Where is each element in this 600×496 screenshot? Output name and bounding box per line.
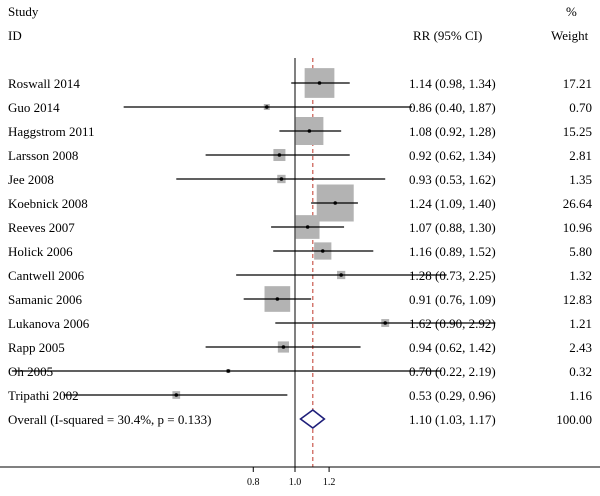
study-rows: Roswall 2014 1.14 (0.98, 1.34) 17.21 Guo 20… xyxy=(8,58,593,467)
point-estimate xyxy=(339,273,343,277)
study-id: Roswall 2014 xyxy=(8,76,80,91)
x-tick-label: 1.2 xyxy=(323,477,336,488)
rr-ci-value: 1.28 (0.73, 2.25) xyxy=(409,268,496,283)
study-row: Koebnick 2008 1.24 (1.09, 1.40) 26.64 xyxy=(8,184,593,222)
study-id: Haggstrom 2011 xyxy=(8,124,95,139)
study-row: Larsson 2008 0.92 (0.62, 1.34) 2.81 xyxy=(8,148,592,163)
x-axis-ticks: 0.8 1.0 1.2 xyxy=(247,467,335,488)
rr-ci-value: 1.16 (0.89, 1.52) xyxy=(409,244,496,259)
weight-value: 5.80 xyxy=(569,244,592,259)
header-id: ID xyxy=(8,28,22,43)
header-study: Study xyxy=(8,4,39,19)
rr-ci-value: 1.24 (1.09, 1.40) xyxy=(409,196,496,211)
point-estimate xyxy=(275,297,280,301)
header-weight-pct: % xyxy=(566,4,577,19)
rr-ci-value: 0.86 (0.40, 1.87) xyxy=(409,100,496,115)
rr-ci-value: 0.93 (0.53, 1.62) xyxy=(409,172,496,187)
study-row: Jee 2008 0.93 (0.53, 1.62) 1.35 xyxy=(8,172,592,187)
study-id: Lukanova 2006 xyxy=(8,316,90,331)
study-row: Holick 2006 1.16 (0.89, 1.52) 5.80 xyxy=(8,242,592,260)
study-row: Cantwell 2006 1.28 (0.73, 2.25) 1.32 xyxy=(8,268,592,283)
study-id: Tripathi 2002 xyxy=(8,388,79,403)
rr-ci-value: 1.08 (0.92, 1.28) xyxy=(409,124,496,139)
point-estimate xyxy=(333,201,338,205)
study-row: Lukanova 2006 1.62 (0.90, 2.92) 1.21 xyxy=(8,316,592,331)
point-estimate xyxy=(320,249,325,253)
study-id: Samanic 2006 xyxy=(8,292,83,307)
point-estimate xyxy=(281,345,286,349)
point-estimate xyxy=(317,81,322,85)
rr-ci-value: 0.92 (0.62, 1.34) xyxy=(409,148,496,163)
weight-value: 1.21 xyxy=(569,316,592,331)
study-id: Koebnick 2008 xyxy=(8,196,88,211)
study-row: Rapp 2005 0.94 (0.62, 1.42) 2.43 xyxy=(8,340,592,355)
weight-value: 2.43 xyxy=(569,340,592,355)
x-tick-label: 0.8 xyxy=(247,477,260,488)
header-rr-ci: RR (95% CI) xyxy=(413,28,482,43)
weight-value: 17.21 xyxy=(563,76,592,91)
rr-ci-value: 0.53 (0.29, 0.96) xyxy=(409,388,496,403)
point-estimate xyxy=(174,393,179,397)
point-estimate xyxy=(264,105,269,109)
study-row: Samanic 2006 0.91 (0.76, 1.09) 12.83 xyxy=(8,286,592,312)
overall-rr-ci: 1.10 (1.03, 1.17) xyxy=(409,412,496,427)
overall-row: Overall (I-squared = 30.4%, p = 0.133) 1.… xyxy=(8,408,592,430)
weight-value: 1.16 xyxy=(569,388,592,403)
weight-value: 1.35 xyxy=(569,172,592,187)
study-id: Larsson 2008 xyxy=(8,148,78,163)
study-id: Cantwell 2006 xyxy=(8,268,85,283)
rr-ci-value: 1.62 (0.90, 2.92) xyxy=(409,316,496,331)
weight-value: 26.64 xyxy=(563,196,593,211)
overall-diamond xyxy=(299,408,326,430)
overall-label: Overall (I-squared = 30.4%, p = 0.133) xyxy=(8,412,211,427)
weight-value: 15.25 xyxy=(563,124,592,139)
study-row: Tripathi 2002 0.53 (0.29, 0.96) 1.16 xyxy=(8,388,593,403)
rr-ci-value: 0.94 (0.62, 1.42) xyxy=(409,340,496,355)
study-id: Reeves 2007 xyxy=(8,220,75,235)
study-row: Guo 2014 0.86 (0.40, 1.87) 0.70 xyxy=(8,100,592,115)
study-row: Haggstrom 2011 1.08 (0.92, 1.28) 15.25 xyxy=(8,117,592,145)
point-estimate xyxy=(307,129,312,133)
weight-value: 0.70 xyxy=(569,100,592,115)
rr-ci-value: 0.70 (0.22, 2.19) xyxy=(409,364,496,379)
study-id: Rapp 2005 xyxy=(8,340,65,355)
rr-ci-value: 1.07 (0.88, 1.30) xyxy=(409,220,496,235)
rr-ci-value: 0.91 (0.76, 1.09) xyxy=(409,292,496,307)
weight-value: 12.83 xyxy=(563,292,592,307)
weight-value: 2.81 xyxy=(569,148,592,163)
study-row: Reeves 2007 1.07 (0.88, 1.30) 10.96 xyxy=(8,215,593,239)
point-estimate xyxy=(277,153,282,157)
x-tick-label: 1.0 xyxy=(289,477,302,488)
weight-value: 1.32 xyxy=(569,268,592,283)
point-estimate xyxy=(383,321,388,325)
weight-value: 0.32 xyxy=(569,364,592,379)
study-id: Holick 2006 xyxy=(8,244,73,259)
study-id: Jee 2008 xyxy=(8,172,54,187)
study-row: Roswall 2014 1.14 (0.98, 1.34) 17.21 xyxy=(8,68,592,98)
point-estimate xyxy=(305,225,310,229)
study-id: Guo 2014 xyxy=(8,100,60,115)
rr-ci-value: 1.14 (0.98, 1.34) xyxy=(409,76,496,91)
weight-value: 10.96 xyxy=(563,220,593,235)
point-estimate xyxy=(226,369,231,373)
point-estimate xyxy=(279,177,284,181)
study-row: Oh 2005 0.70 (0.22, 2.19) 0.32 xyxy=(8,364,592,379)
header-weight: Weight xyxy=(551,28,589,43)
overall-weight: 100.00 xyxy=(556,412,592,427)
